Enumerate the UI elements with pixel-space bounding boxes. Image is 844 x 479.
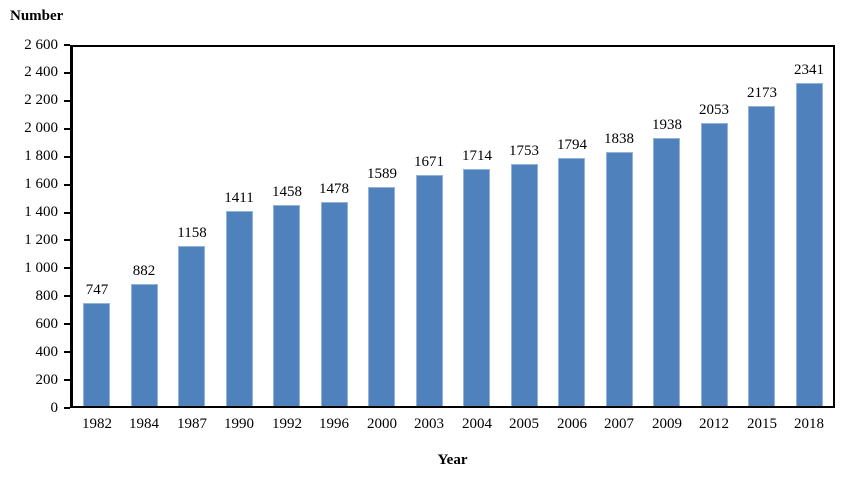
bar-value-label: 2053 <box>699 102 729 118</box>
y-tick-mark <box>64 379 70 382</box>
bar <box>796 83 823 406</box>
y-tick-label: 800 <box>35 287 59 304</box>
x-tick-label: 1992 <box>272 416 302 432</box>
bar <box>273 205 300 406</box>
x-axis-title: Year <box>437 452 468 468</box>
bar-value-label: 1411 <box>224 190 254 206</box>
x-tick-label: 2000 <box>367 416 397 432</box>
x-tick-label: 1996 <box>319 416 349 432</box>
y-tick-mark <box>64 155 70 158</box>
x-tick-label: 2015 <box>747 416 777 432</box>
bar <box>653 138 680 406</box>
bar-value-label: 882 <box>132 263 156 279</box>
bar-value-label: 1478 <box>319 181 349 197</box>
y-tick-mark <box>64 267 70 270</box>
bar-value-label: 1714 <box>462 148 492 164</box>
bar-value-label: 1589 <box>367 166 397 182</box>
y-tick-mark <box>64 323 70 326</box>
y-tick-mark <box>64 99 70 102</box>
x-tick-label: 1984 <box>129 416 159 432</box>
bar <box>511 164 538 406</box>
bar-value-label: 1938 <box>652 117 682 133</box>
x-tick-label: 2012 <box>699 416 729 432</box>
bar <box>463 169 490 406</box>
bar <box>368 187 395 406</box>
x-tick-label: 1982 <box>82 416 112 432</box>
bar-value-label: 747 <box>85 282 109 298</box>
bar <box>321 202 348 406</box>
y-tick-label: 200 <box>35 371 59 388</box>
y-axis-title: Number <box>10 8 64 24</box>
y-tick-label: 2 400 <box>24 64 58 81</box>
x-tick-label: 2003 <box>414 416 444 432</box>
y-tick-mark <box>64 211 70 214</box>
bar-value-label: 1838 <box>604 131 634 147</box>
y-tick-mark <box>64 127 70 130</box>
bar-value-label: 1158 <box>177 225 207 241</box>
bar <box>606 152 633 406</box>
x-tick-label: 2006 <box>557 416 587 432</box>
y-tick-label: 2 000 <box>24 120 58 137</box>
x-tick-label: 1987 <box>177 416 207 432</box>
bar-value-label: 1753 <box>509 143 539 159</box>
x-tick-label: 2004 <box>462 416 492 432</box>
bar <box>416 175 443 406</box>
plot-area <box>70 45 835 408</box>
bar <box>178 246 205 406</box>
y-tick-label: 0 <box>50 399 59 416</box>
y-tick-label: 600 <box>35 315 59 332</box>
bar <box>83 303 110 406</box>
bars-layer <box>73 47 833 406</box>
y-tick-label: 2 200 <box>24 92 58 109</box>
y-tick-mark <box>64 183 70 186</box>
y-tick-mark <box>64 351 70 354</box>
x-tick-label: 2007 <box>604 416 634 432</box>
bar <box>226 211 253 406</box>
y-tick-label: 1 000 <box>24 259 58 276</box>
y-tick-mark <box>64 295 70 298</box>
bar-value-label: 2173 <box>747 85 777 101</box>
bar <box>748 106 775 406</box>
bar <box>131 284 158 406</box>
y-tick-label: 1 400 <box>24 204 58 221</box>
y-tick-mark <box>64 71 70 74</box>
y-tick-mark <box>64 239 70 242</box>
y-tick-mark <box>64 44 70 46</box>
y-tick-label: 1 800 <box>24 148 58 165</box>
x-tick-label: 1990 <box>224 416 254 432</box>
bar-value-label: 1458 <box>272 184 302 200</box>
bar-value-label: 1794 <box>557 137 587 153</box>
x-tick-label: 2005 <box>509 416 539 432</box>
y-tick-label: 2 600 <box>24 36 58 53</box>
y-tick-mark <box>64 407 70 409</box>
x-tick-label: 2018 <box>794 416 824 432</box>
bar <box>701 123 728 406</box>
x-tick-label: 2009 <box>652 416 682 432</box>
y-tick-label: 1 200 <box>24 231 58 248</box>
bar-value-label: 2341 <box>794 62 824 78</box>
y-tick-label: 400 <box>35 343 59 360</box>
y-tick-label: 1 600 <box>24 176 58 193</box>
bar <box>558 158 585 406</box>
bar-value-label: 1671 <box>414 154 444 170</box>
